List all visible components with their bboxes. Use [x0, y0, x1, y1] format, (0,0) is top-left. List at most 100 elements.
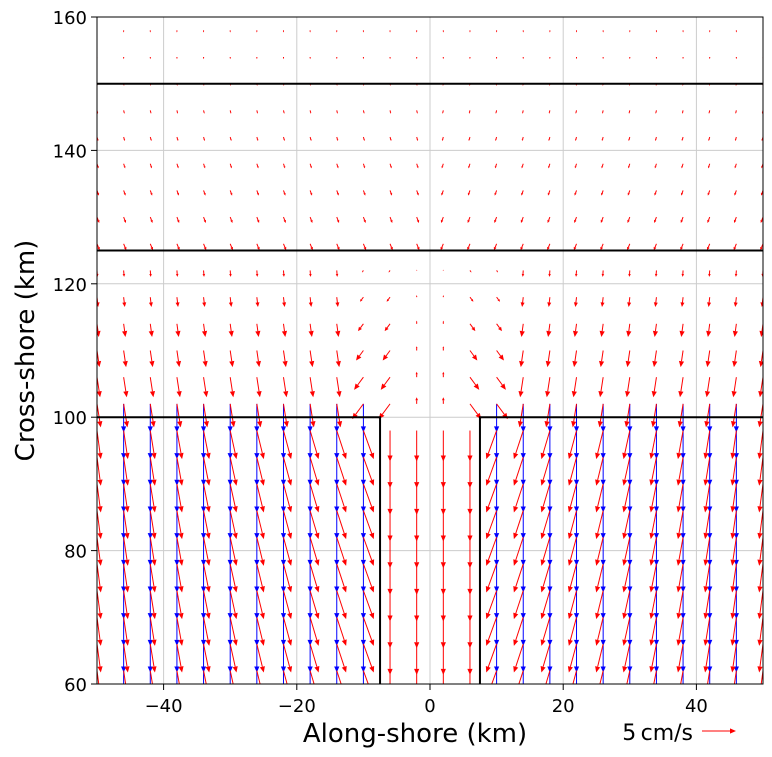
- vector-blue-head: [627, 586, 633, 593]
- vector-red-head: [336, 58, 338, 60]
- vector-red: [440, 617, 446, 649]
- vector-red-head: [416, 165, 419, 169]
- vector-blue: [653, 483, 660, 513]
- vector-red: [149, 377, 156, 398]
- vector-blue-head: [360, 453, 366, 460]
- vector-red-head: [757, 559, 763, 566]
- vector-red-head: [485, 666, 491, 673]
- vector-blue-head: [547, 559, 553, 566]
- vector-blue: [653, 457, 660, 486]
- vector-red-shaft: [681, 136, 684, 140]
- vector-blue: [627, 403, 633, 433]
- vector-blue: [174, 537, 180, 566]
- vector-red: [229, 670, 234, 684]
- vector-red-shaft: [256, 243, 259, 248]
- vector-red-shaft: [494, 243, 498, 248]
- vector-blue-head: [707, 426, 713, 433]
- vector-red: [97, 430, 103, 460]
- vector-red: [469, 56, 471, 60]
- vector-red-head: [416, 139, 419, 142]
- vector-red-shaft: [624, 617, 631, 641]
- vector-red-head: [380, 383, 387, 390]
- vector-red-head: [595, 612, 601, 620]
- vector-blue: [227, 563, 233, 593]
- vector-red-head: [734, 139, 737, 142]
- vector-red: [547, 297, 552, 307]
- vector-red-head: [150, 246, 154, 251]
- vector-blue: [573, 617, 580, 646]
- vector-blue: [494, 457, 500, 486]
- vector-red-head: [676, 612, 682, 620]
- vector-red: [282, 537, 293, 566]
- vector-red: [229, 510, 238, 540]
- vector-red-head: [124, 586, 130, 593]
- vector-red-shaft: [515, 617, 524, 641]
- vector-red-shaft: [708, 190, 711, 194]
- vector-red-head: [416, 31, 418, 33]
- vector-blue-head: [280, 586, 287, 593]
- vector-red: [415, 397, 419, 404]
- vector-red: [485, 617, 498, 646]
- vector-red-shaft: [705, 563, 711, 587]
- vector-red-head: [629, 31, 631, 33]
- vector-red-shaft: [624, 510, 631, 534]
- vector-blue: [707, 643, 713, 673]
- vector-red: [575, 136, 577, 142]
- vector-blue: [547, 483, 553, 513]
- vector-red-head: [97, 639, 103, 646]
- vector-red-shaft: [309, 403, 314, 422]
- vector-red-shaft: [309, 617, 318, 641]
- vector-red-shaft: [628, 216, 631, 221]
- vector-red: [149, 483, 157, 513]
- vector-blue-head: [307, 559, 313, 566]
- vector-red-head: [387, 455, 393, 462]
- vector-red: [309, 243, 313, 251]
- vector-red-head: [175, 273, 179, 277]
- vector-red-head: [389, 139, 392, 142]
- coastline-boundaries: [97, 82, 763, 684]
- vector-blue-head: [494, 693, 499, 699]
- vector-red-head: [496, 31, 498, 33]
- vector-red-shaft: [547, 243, 551, 248]
- vector-red-shaft: [627, 350, 631, 362]
- vector-red: [256, 190, 259, 196]
- vector-red-shaft: [496, 296, 499, 301]
- vector-red-head: [440, 455, 446, 462]
- vector-red: [703, 457, 711, 486]
- vector-red: [441, 190, 444, 196]
- vector-red-head: [682, 31, 684, 33]
- vector-red: [627, 190, 631, 196]
- vector-blue-head: [360, 639, 366, 646]
- vector-red: [575, 56, 578, 60]
- vector-red-head: [205, 452, 211, 460]
- vector-red-shaft: [176, 136, 179, 140]
- vector-red-head: [622, 532, 628, 540]
- vector-red: [362, 537, 375, 566]
- vector-red-head: [414, 455, 420, 462]
- vector-red-head: [500, 383, 506, 390]
- vector-red-head: [310, 421, 316, 428]
- vector-red-shaft: [597, 457, 604, 481]
- vector-red-shaft: [149, 617, 155, 641]
- vector-red-head: [358, 326, 362, 332]
- vector-red-head: [442, 295, 444, 297]
- vector-red-head: [471, 326, 476, 332]
- vector-red-head: [522, 58, 524, 60]
- vector-red: [513, 457, 524, 486]
- vector-red: [416, 295, 418, 298]
- vector-red-head: [97, 693, 102, 699]
- vector-red: [255, 297, 260, 307]
- vector-blue: [494, 537, 500, 566]
- x-tick-label: 0: [424, 696, 435, 717]
- vector-red: [440, 483, 446, 515]
- vector-blue: [334, 537, 340, 566]
- vector-red-head: [203, 31, 204, 33]
- vector-red: [283, 243, 287, 251]
- vector-red: [707, 190, 711, 196]
- vector-blue-head: [200, 453, 207, 460]
- vector-red-head: [151, 639, 157, 646]
- vector-red: [730, 537, 737, 566]
- vector-red-head: [203, 84, 205, 86]
- vector-red-head: [97, 421, 103, 428]
- vector-red: [622, 590, 631, 620]
